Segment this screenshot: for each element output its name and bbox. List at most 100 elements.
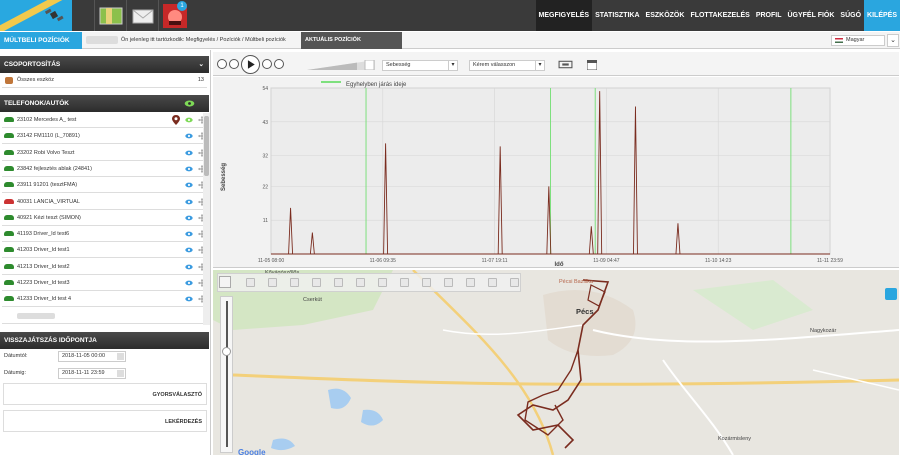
current-positions-tab[interactable]: AKTUÁLIS POZÍCIÓK MEGJELENÍTÉSE...: [301, 32, 402, 60]
pen-icon[interactable]: [466, 278, 475, 287]
vehicle-label: 40031 LANCIA_VIRTUAL: [17, 198, 80, 205]
move-icon[interactable]: [198, 181, 206, 190]
eye-icon[interactable]: [185, 295, 193, 303]
vehicle-row[interactable]: 23102 Mercedes A_ test: [2, 112, 207, 128]
circle-icon[interactable]: [510, 278, 519, 287]
nav-item-kilepes[interactable]: KILÉPÉS: [864, 0, 900, 31]
car-fit-icon[interactable]: [558, 59, 573, 70]
rewind-button[interactable]: [229, 59, 239, 69]
area-icon[interactable]: [378, 278, 387, 287]
table-view-icon[interactable]: [587, 60, 597, 70]
vehicle-label: 41203 Driver_Id test1: [17, 247, 70, 254]
nav-item-megfigyeles[interactable]: MEGFIGYELÉS: [535, 0, 593, 31]
group-all-devices[interactable]: Összes eszköz 13: [2, 73, 207, 88]
vehicle-row[interactable]: 23842 fejlesztés ablak (24841): [2, 161, 207, 177]
vehicle-row[interactable]: 23142 FM1110 (L_70891): [2, 128, 207, 145]
nav-item-profil[interactable]: PROFIL: [755, 12, 782, 19]
redacted-item: [17, 313, 55, 319]
speed-spike: [497, 146, 503, 255]
nav-item-flottakezeles[interactable]: FLOTTAKEZELÉS: [690, 12, 750, 19]
speed-select[interactable]: Sebesség ▾: [382, 60, 458, 71]
select-icon[interactable]: [246, 278, 255, 287]
calendar-icon[interactable]: [117, 370, 124, 377]
ruler-icon[interactable]: [312, 278, 321, 287]
move-icon[interactable]: [198, 262, 206, 271]
eye-icon[interactable]: [185, 116, 193, 124]
vehicle-row[interactable]: 23911 91201 (tesztFMA): [2, 177, 207, 194]
map-icon[interactable]: [97, 2, 125, 30]
eye-icon[interactable]: [185, 165, 193, 173]
vehicle-label: 23102 Mercedes A_ test: [17, 117, 77, 123]
vehicle-list-scrollbar[interactable]: [203, 113, 210, 325]
map-zoom-slider[interactable]: [220, 296, 233, 453]
message-icon[interactable]: [129, 2, 157, 30]
save-icon[interactable]: [334, 278, 343, 287]
skip-end-button[interactable]: [274, 59, 284, 69]
date-from-input[interactable]: 2018-11-05 00:00: [58, 351, 126, 362]
move-icon[interactable]: [198, 295, 206, 304]
layer-icon[interactable]: [400, 278, 409, 287]
eye-icon[interactable]: [185, 214, 193, 222]
eye-icon[interactable]: [185, 181, 193, 189]
eye-icon[interactable]: [185, 132, 193, 140]
vehicle-row[interactable]: 40031 LANCIA_VIRTUAL: [2, 194, 207, 210]
fast-forward-button[interactable]: [262, 59, 272, 69]
nav-item-eszkozok[interactable]: ESZKÖZÖK: [645, 12, 685, 19]
date-from-value: 2018-11-05 00:00: [62, 353, 106, 359]
vehicle-row[interactable]: 41233 Driver_Id test 4: [2, 291, 207, 308]
move-icon[interactable]: [198, 279, 206, 287]
route-icon[interactable]: [290, 278, 299, 287]
calendar-icon[interactable]: [117, 353, 124, 360]
list-item[interactable]: [2, 308, 207, 324]
play-button[interactable]: [241, 55, 260, 74]
playback-speed-slider[interactable]: [307, 60, 375, 70]
query-button[interactable]: LEKÉRDEZÉS: [3, 410, 207, 432]
vehicle-row[interactable]: 41213 Driver_Id test2: [2, 259, 207, 275]
date-to-input[interactable]: 2018-11-11 23:59: [58, 368, 126, 379]
move-icon[interactable]: [198, 164, 206, 173]
eye-icon[interactable]: [185, 230, 193, 238]
vehicle-row[interactable]: 41223 Driver_Id test3: [2, 275, 207, 291]
location-pin-icon[interactable]: [172, 115, 180, 125]
nav-item-statisztika[interactable]: STATISZTIKA: [595, 12, 640, 19]
eye-icon[interactable]: [185, 246, 193, 254]
move-icon[interactable]: [198, 132, 206, 141]
brush-icon[interactable]: [488, 278, 497, 287]
map-view[interactable]: Cserkút Pécsi Bazilika Pécs Nagykozár Ko…: [213, 270, 899, 455]
pin-icon[interactable]: [444, 278, 453, 287]
redacted-field: [86, 36, 118, 44]
quick-select-button[interactable]: GYORSVÁLASZTÓ: [3, 383, 207, 405]
zoom-handle[interactable]: [222, 347, 231, 356]
eye-icon[interactable]: [185, 198, 193, 206]
eye-icon[interactable]: [185, 149, 193, 157]
move-icon[interactable]: [198, 246, 206, 255]
move-icon[interactable]: [198, 116, 206, 124]
app-logo[interactable]: [0, 0, 72, 31]
move-icon[interactable]: [198, 213, 206, 222]
y-tick-label: 54: [262, 86, 268, 92]
skip-start-button[interactable]: [217, 59, 227, 69]
map-layers-button[interactable]: [885, 288, 897, 300]
move-icon[interactable]: [198, 230, 206, 239]
eye-icon[interactable]: [185, 279, 193, 287]
eye-icon[interactable]: [184, 100, 195, 107]
move-icon[interactable]: [198, 148, 206, 157]
choose-select[interactable]: Kérem válasszon ▾: [469, 60, 545, 71]
language-select[interactable]: Magyar: [831, 35, 885, 46]
vehicle-row[interactable]: 41203 Driver_Id test1: [2, 242, 207, 259]
vehicle-row[interactable]: 40921 Kézi teszt (SIMON): [2, 210, 207, 226]
search-icon[interactable]: [422, 278, 431, 287]
playback-toolbar: [213, 52, 899, 76]
vehicle-row[interactable]: 41193 Driver_Id test6: [2, 226, 207, 243]
marker-icon[interactable]: [268, 278, 277, 287]
nav-item-sugo[interactable]: SÚGÓ: [840, 12, 862, 19]
map-pan-icon[interactable]: [219, 276, 231, 288]
vehicle-row[interactable]: 23202 Robi Volvo Teszt: [2, 145, 207, 161]
poi-icon[interactable]: [356, 278, 365, 287]
chevron-down-icon[interactable]: ⌄: [198, 61, 204, 68]
eye-icon[interactable]: [185, 263, 193, 271]
move-icon[interactable]: [198, 197, 206, 206]
chevron-down-icon[interactable]: ⌄: [887, 34, 899, 47]
alarm-icon[interactable]: [161, 2, 189, 30]
nav-item-ugyfel-fiok[interactable]: ÜGYFÉL FIÓK: [787, 12, 835, 19]
